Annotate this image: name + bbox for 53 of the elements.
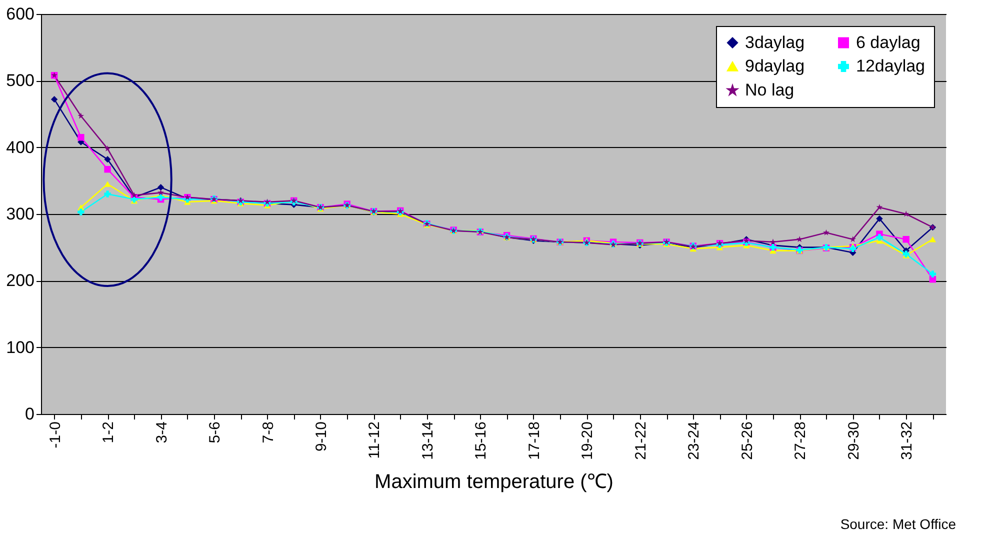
point <box>770 238 776 245</box>
x-tick-label: 9-10 <box>312 422 330 452</box>
source-note: Source: Met Office <box>840 516 956 532</box>
point <box>823 229 830 236</box>
x-tick-label: 21-22 <box>632 422 650 460</box>
x-tick-label: 7-8 <box>260 422 277 444</box>
legend-label: 6 daylag <box>856 32 920 52</box>
y-tick-label: 500 <box>6 71 34 90</box>
y-tick-label: 0 <box>25 404 34 424</box>
point <box>157 184 164 191</box>
point <box>104 145 111 152</box>
point <box>104 166 111 173</box>
point <box>929 270 936 278</box>
y-tick-label: 300 <box>6 204 34 224</box>
x-axis-title: Maximum temperature (℃) <box>374 470 614 493</box>
legend-label: 12daylag <box>856 56 926 76</box>
legend-label: 3daylag <box>745 32 805 52</box>
x-tick-label: 17-18 <box>526 422 543 460</box>
legend-label: No lag <box>745 80 794 100</box>
point <box>78 134 84 141</box>
legend-label: 9daylag <box>745 56 805 76</box>
y-tick-label: 200 <box>6 271 34 290</box>
point <box>796 236 803 242</box>
x-tick-label: 23-24 <box>686 422 703 460</box>
y-tick-label: 100 <box>6 338 34 357</box>
point <box>876 204 883 210</box>
point <box>78 112 84 119</box>
y-tick-label: 600 <box>6 4 34 24</box>
point <box>902 236 910 243</box>
x-tick-label: 1-2 <box>100 422 118 444</box>
point <box>104 156 111 163</box>
y-tick-label: 400 <box>6 138 34 157</box>
x-tick-label: -1-0 <box>46 422 64 448</box>
x-tick-label: 11-12 <box>366 422 384 459</box>
point <box>130 192 138 198</box>
point <box>876 215 883 222</box>
point <box>78 208 84 216</box>
x-tick-label: 13-14 <box>419 422 436 460</box>
point <box>876 234 883 241</box>
point <box>104 190 111 198</box>
x-tick-label: 19-20 <box>579 422 596 460</box>
x-tick-label: 3-4 <box>153 422 170 444</box>
x-tick-label: 31-32 <box>898 422 916 460</box>
x-tick-label: 5-6 <box>206 422 224 444</box>
x-tick-label: 27-28 <box>792 422 810 460</box>
x-tick-label: 15-16 <box>472 422 490 460</box>
point <box>158 189 164 196</box>
point <box>850 236 856 242</box>
point <box>50 96 58 103</box>
x-tick-label: 29-30 <box>845 422 862 460</box>
point <box>929 236 936 242</box>
x-tick-label: 25-26 <box>738 422 756 460</box>
point <box>104 181 111 187</box>
